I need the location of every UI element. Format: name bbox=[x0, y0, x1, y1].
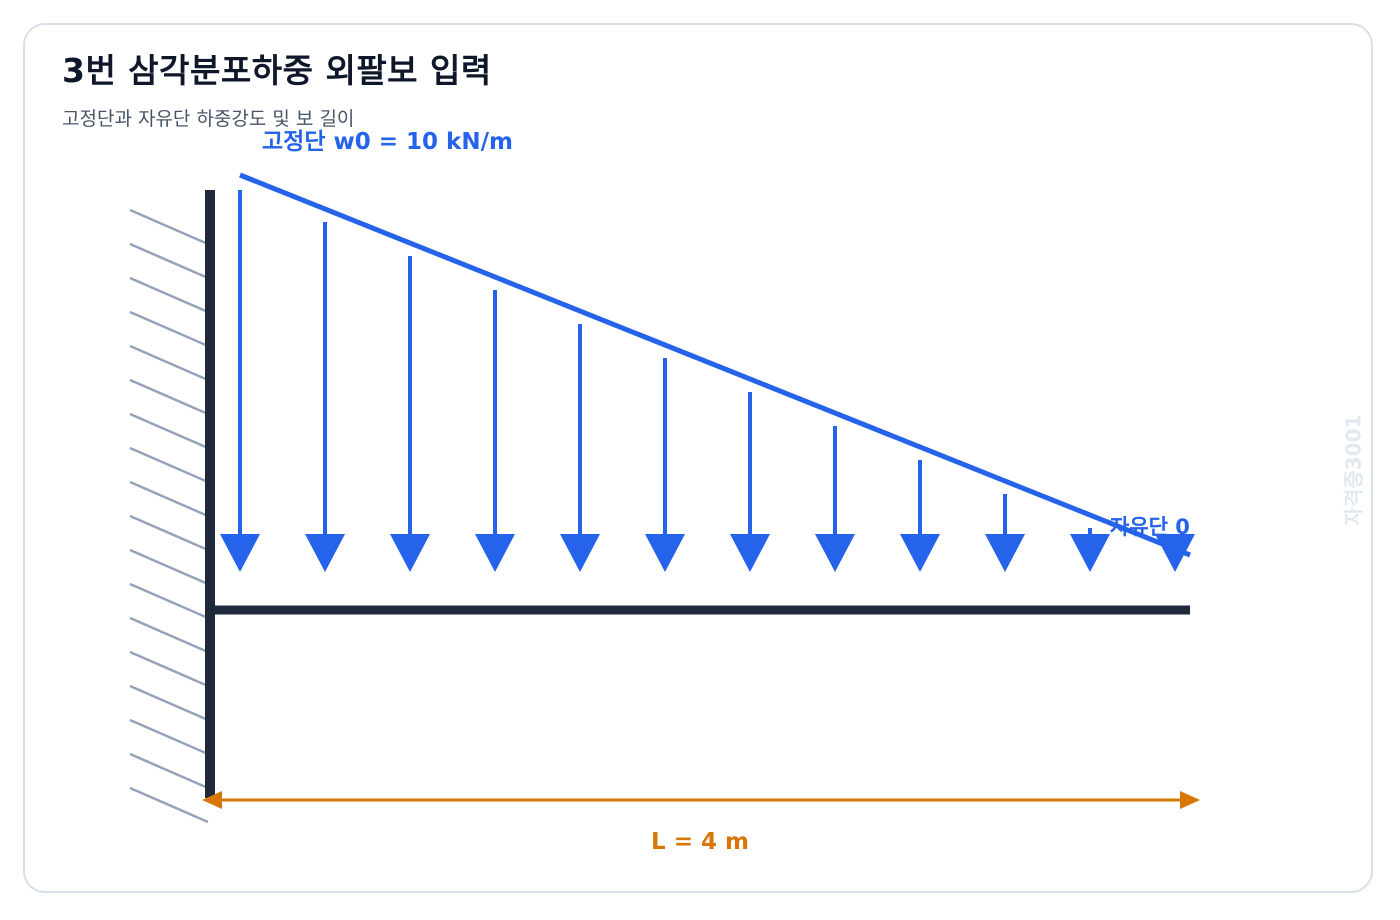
dimension-arrowhead-left bbox=[202, 791, 222, 809]
hatch-line bbox=[129, 582, 209, 620]
hatch-line bbox=[129, 786, 209, 824]
fixed-support-hatch bbox=[129, 208, 209, 824]
load-arrows bbox=[220, 190, 1195, 572]
page-subtitle: 고정단과 자유단 하중강도 및 보 길이 bbox=[62, 108, 355, 130]
hatch-line bbox=[129, 548, 209, 586]
load-arrow-head bbox=[1070, 534, 1110, 572]
load-arrow-head bbox=[305, 534, 345, 572]
load-arrow-head bbox=[220, 534, 260, 572]
hatch-line bbox=[129, 684, 209, 722]
load-arrow-head bbox=[815, 534, 855, 572]
length-dimension bbox=[202, 791, 1200, 809]
load-arrow-head bbox=[390, 534, 430, 572]
hatch-line bbox=[129, 412, 209, 450]
hatch-line bbox=[129, 208, 209, 246]
hatch-line bbox=[129, 276, 209, 314]
fixed-end-load-label: 고정단 w0 = 10 kN/m bbox=[262, 129, 513, 155]
hatch-line bbox=[129, 752, 209, 790]
load-arrow-head bbox=[645, 534, 685, 572]
hatch-line bbox=[129, 378, 209, 416]
hatch-line bbox=[129, 718, 209, 756]
diagram-card bbox=[23, 23, 1373, 893]
load-arrow-head bbox=[560, 534, 600, 572]
hatch-line bbox=[129, 514, 209, 552]
hatch-line bbox=[129, 616, 209, 654]
load-arrow-head bbox=[900, 534, 940, 572]
page-title: 3번 삼각분포하중 외팔보 입력 bbox=[62, 51, 492, 90]
load-arrow-head bbox=[985, 534, 1025, 572]
hatch-line bbox=[129, 650, 209, 688]
hatch-line bbox=[129, 446, 209, 484]
watermark: 자격증3001 bbox=[1341, 414, 1366, 526]
free-end-load-label: 자유단 0 bbox=[1110, 515, 1190, 539]
dimension-arrowhead-right bbox=[1180, 791, 1200, 809]
hatch-line bbox=[129, 480, 209, 518]
length-label: L = 4 m bbox=[651, 829, 749, 855]
load-arrow-head bbox=[730, 534, 770, 572]
hatch-line bbox=[129, 242, 209, 280]
load-arrow-head bbox=[475, 534, 515, 572]
load-envelope-line bbox=[239, 172, 1191, 558]
hatch-line bbox=[129, 310, 209, 348]
hatch-line bbox=[129, 344, 209, 382]
